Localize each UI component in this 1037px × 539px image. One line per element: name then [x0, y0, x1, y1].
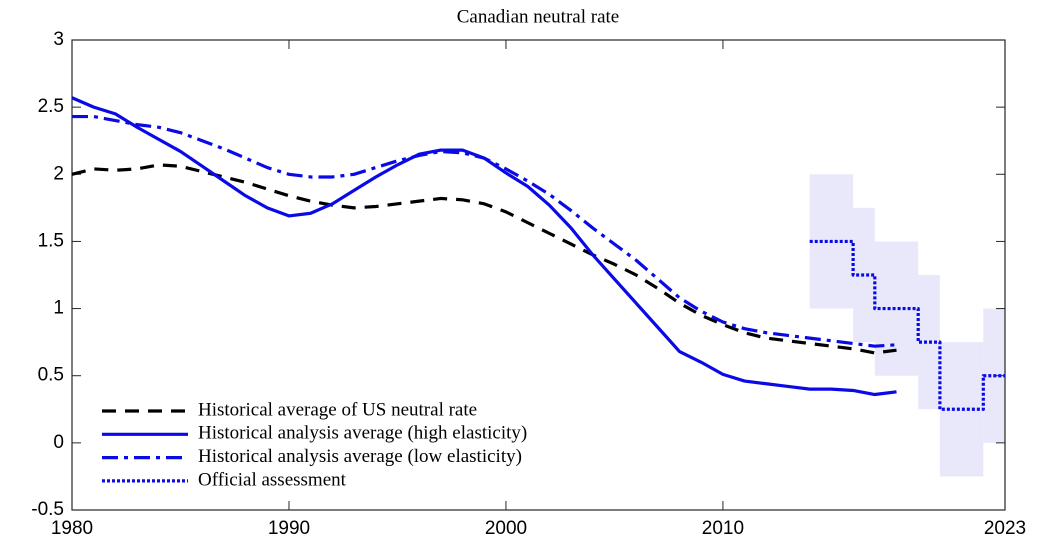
y-tick-label: 2 [53, 163, 64, 184]
series-line [71, 163, 897, 355]
x-tick-label: 2023 [984, 518, 1026, 539]
y-tick-label: 1 [53, 298, 64, 319]
y-tick-label: 3 [53, 29, 64, 50]
y-tick-label: 1.5 [38, 230, 64, 251]
x-tick-label: 1990 [268, 518, 310, 539]
plot-frame [71, 39, 1006, 511]
legend-label: Historical analysis average (high elasti… [198, 423, 527, 444]
x-tick-label: 2000 [485, 518, 527, 539]
series-line [71, 96, 897, 397]
uncertainty-band [874, 241, 919, 376]
y-tick-label: 0.5 [38, 365, 64, 386]
chart-title: Canadian neutral rate [457, 6, 619, 27]
uncertainty-band [939, 342, 984, 477]
legend-label: Historical average of US neutral rate [198, 399, 477, 420]
legend-label: Official assessment [198, 469, 347, 490]
y-tick-label: -0.5 [31, 499, 64, 520]
y-tick-label: 2.5 [38, 96, 64, 117]
series-line [72, 114, 897, 348]
legend-label: Historical analysis average (low elastic… [198, 446, 522, 467]
x-tick-label: 2010 [702, 518, 744, 539]
series-line [809, 239, 1005, 411]
x-tick-label: 1980 [51, 518, 93, 539]
y-tick-label: 0 [53, 432, 64, 453]
